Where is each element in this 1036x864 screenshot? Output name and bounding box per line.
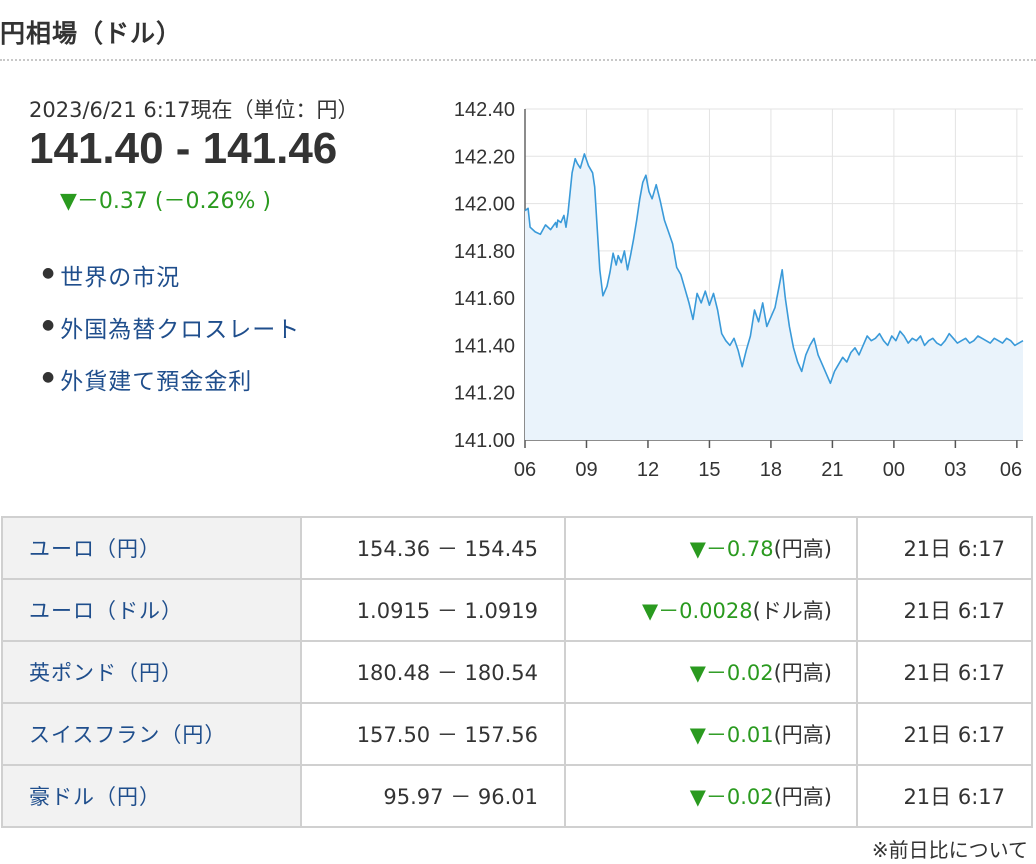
rate-change-note: (円高) (773, 785, 832, 809)
deposit-rate-link[interactable]: 外貨建て預金金利 (60, 369, 253, 395)
rate-time: 21日 6:17 (856, 516, 1033, 580)
bullet-icon: ● (42, 265, 55, 281)
rate-time: 21日 6:17 (856, 578, 1033, 642)
y-tick-label: 142.00 (454, 194, 515, 216)
rate-change: ▼－0.78 (689, 537, 774, 561)
table-row: 英ポンド（円） 180.48 － 180.54 ▼－0.02(円高) 21日 6… (1, 640, 1033, 704)
rate-change-note: (ドル高) (752, 599, 832, 623)
y-tick-label: 141.80 (454, 241, 515, 263)
x-tick-label: 21 (821, 459, 843, 481)
rate-change-cell: ▼－0.02(円高) (564, 640, 858, 704)
y-tick-label: 141.20 (454, 383, 515, 405)
rate-price: 95.97 － 96.01 (300, 764, 566, 828)
quote-price: 141.40 - 141.46 (29, 124, 338, 173)
rate-change-cell: ▼－0.78(円高) (564, 516, 858, 580)
currency-name-link[interactable]: 豪ドル（円） (29, 785, 161, 809)
link-item: ● 外国為替クロスレート (42, 310, 300, 362)
currency-name-link[interactable]: ユーロ（円） (29, 537, 161, 561)
rate-change-cell: ▼－0.02(円高) (564, 764, 858, 828)
link-item: ● 世界の市況 (42, 258, 300, 310)
table-row: 豪ドル（円） 95.97 － 96.01 ▼－0.02(円高) 21日 6:17 (1, 764, 1033, 828)
rate-price: 154.36 － 154.45 (300, 516, 566, 580)
cross-rate-link[interactable]: 外国為替クロスレート (60, 317, 301, 343)
currency-name-link[interactable]: ユーロ（ドル） (29, 599, 183, 623)
usd-jpy-chart: 142.40 142.20 142.00 141.80 141.60 141.40 141.… (430, 92, 1036, 492)
series-line (524, 153, 1024, 385)
y-tick-label: 141.00 (454, 430, 515, 452)
y-tick-label: 141.40 (454, 335, 515, 357)
header-divider (0, 59, 1036, 61)
rate-price: 1.0915 － 1.0919 (300, 578, 566, 642)
rate-change: ▼－0.01 (689, 723, 774, 747)
currency-name-link[interactable]: 英ポンド（円） (29, 661, 183, 685)
rate-price: 180.48 － 180.54 (300, 640, 566, 704)
rate-change-cell: ▼－0.0028(ドル高) (564, 578, 858, 642)
quote-change: ▼－0.37 (－0.26% ) (60, 189, 271, 214)
y-tick-label: 142.40 (454, 99, 515, 121)
rate-time: 21日 6:17 (856, 764, 1033, 828)
rate-change: ▼－0.02 (689, 785, 774, 809)
rate-change-cell: ▼－0.01(円高) (564, 702, 858, 766)
rate-change-note: (円高) (773, 537, 832, 561)
y-tick-label: 141.60 (454, 288, 515, 310)
x-tick-label: 00 (883, 459, 905, 481)
rate-change: ▼－0.02 (689, 661, 774, 685)
x-tick-label: 06 (514, 459, 536, 481)
table-row: ユーロ（ドル） 1.0915 － 1.0919 ▼－0.0028(ドル高) 21… (1, 578, 1033, 642)
rate-time: 21日 6:17 (856, 640, 1033, 704)
table-row: スイスフラン（円） 157.50 － 157.56 ▼－0.01(円高) 21日… (1, 702, 1033, 766)
market-links: ● 世界の市況 ● 外国為替クロスレート ● 外貨建て預金金利 (42, 258, 300, 414)
x-tick-label: 09 (575, 459, 597, 481)
x-tick-label: 03 (944, 459, 966, 481)
x-tick-label: 15 (698, 459, 720, 481)
x-tick-label: 18 (760, 459, 782, 481)
footnote-link[interactable]: ※前日比について (871, 838, 1028, 862)
bullet-icon: ● (42, 369, 55, 385)
bullet-icon: ● (42, 317, 55, 333)
quote-timestamp: 2023/6/21 6:17現在（単位：円） (29, 98, 359, 122)
chart-svg: 142.40 142.20 142.00 141.80 141.60 141.40 141.… (454, 99, 1024, 481)
rate-change-note: (円高) (773, 661, 832, 685)
x-tick-label: 06 (1000, 459, 1022, 481)
x-tick-label: 12 (637, 459, 659, 481)
world-markets-link[interactable]: 世界の市況 (60, 265, 181, 291)
y-tick-label: 142.20 (454, 146, 515, 168)
rate-change-note: (円高) (773, 723, 832, 747)
table-row: ユーロ（円） 154.36 － 154.45 ▼－0.78(円高) 21日 6:… (1, 516, 1033, 580)
rate-change: ▼－0.0028 (641, 599, 753, 623)
rates-table: ユーロ（円） 154.36 － 154.45 ▼－0.78(円高) 21日 6:… (1, 516, 1033, 828)
series-area (525, 153, 1023, 440)
currency-name-link[interactable]: スイスフラン（円） (29, 723, 227, 747)
link-item: ● 外貨建て預金金利 (42, 362, 300, 414)
rate-price: 157.50 － 157.56 (300, 702, 566, 766)
rate-time: 21日 6:17 (856, 702, 1033, 766)
page-title: 円相場（ドル） (0, 19, 183, 48)
